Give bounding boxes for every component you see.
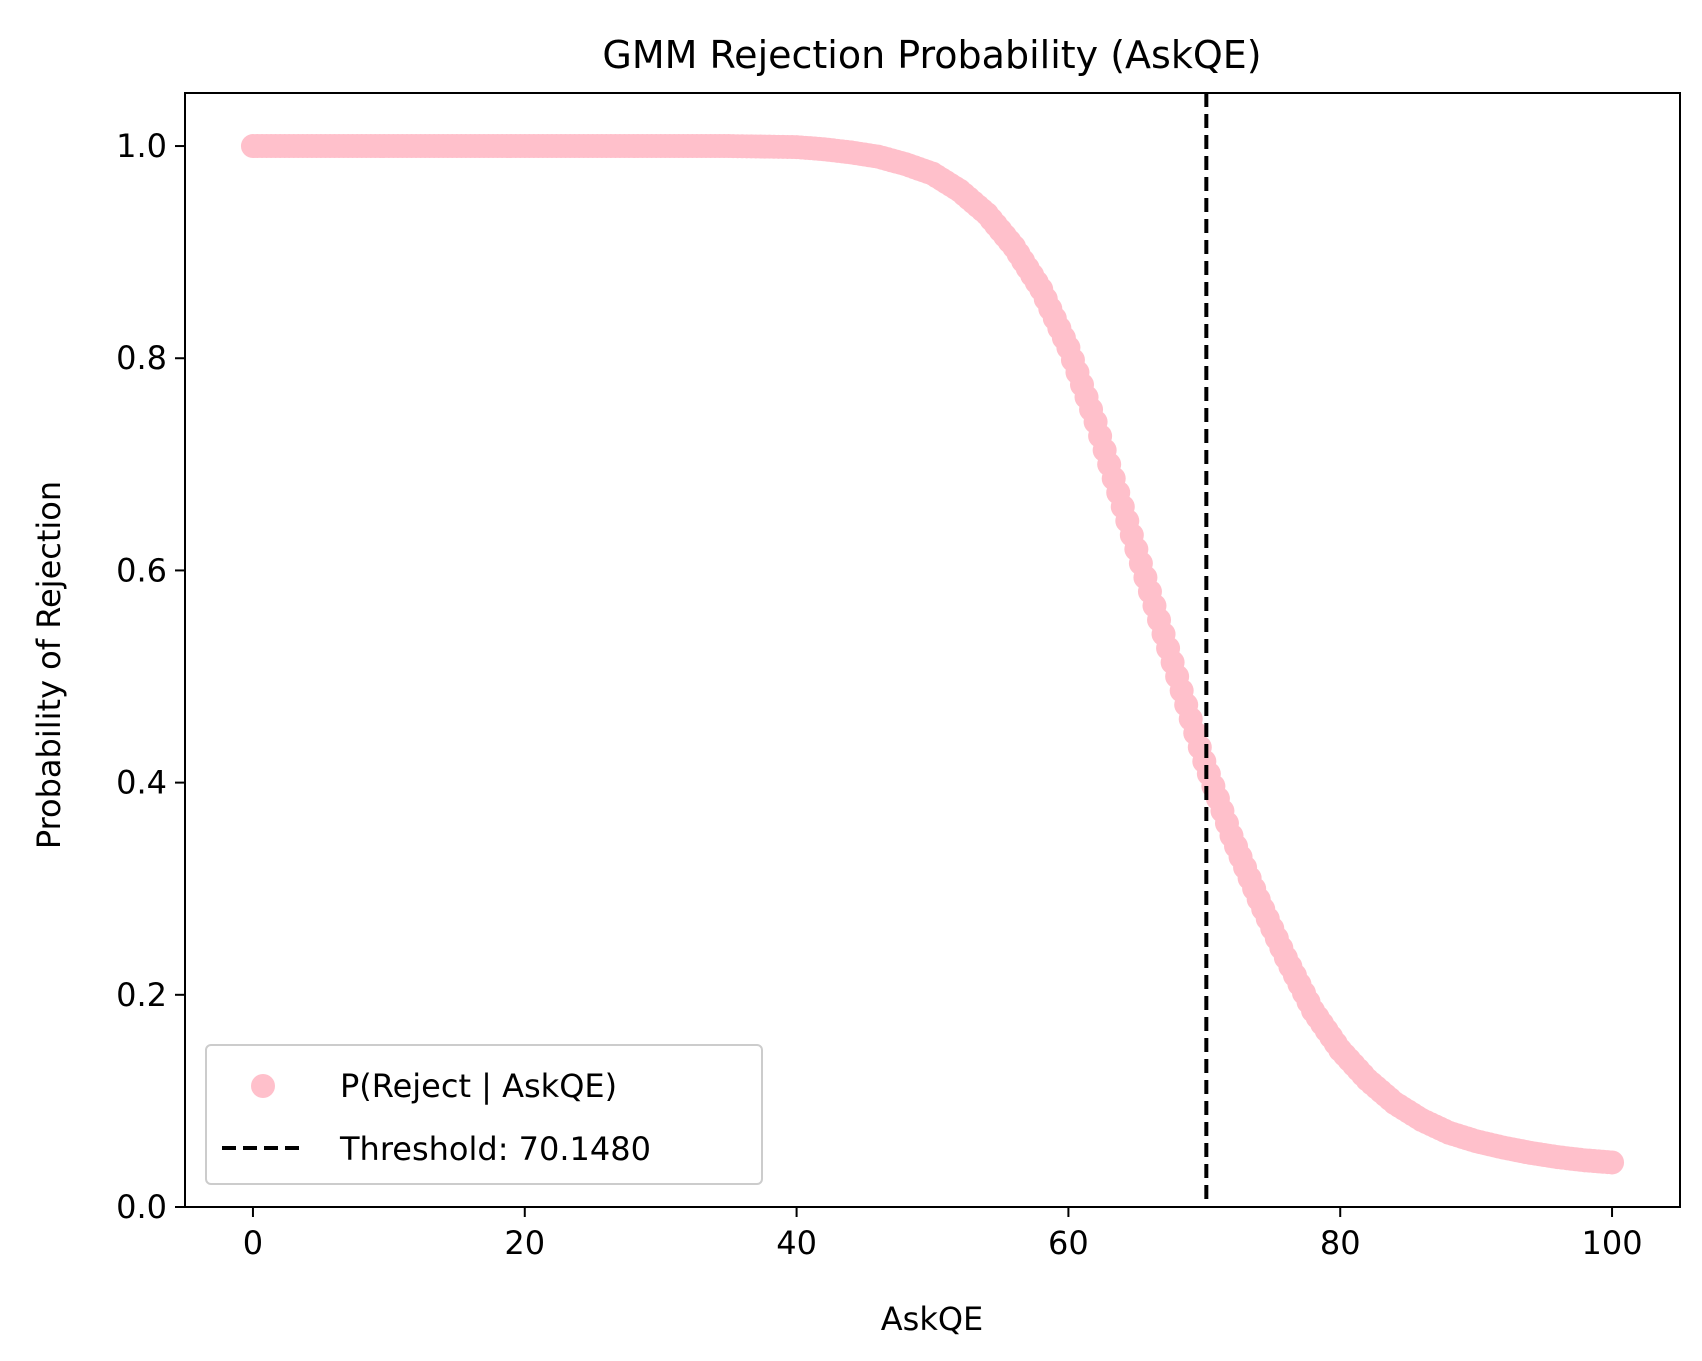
y-axis-title: Probability of Rejection bbox=[30, 481, 68, 849]
axes: 0 20 40 60 80 100 0.0 0.2 0.4 0.6 0.8 1.0 bbox=[116, 92, 1681, 1262]
x-tick-label: 100 bbox=[1582, 1224, 1643, 1262]
legend-label-scatter: P(Reject | AskQE) bbox=[340, 1067, 617, 1105]
y-tick-label: 0.0 bbox=[116, 1188, 167, 1226]
plot-area bbox=[240, 93, 1625, 1207]
scatter-point bbox=[1600, 1150, 1625, 1175]
y-tick-label: 0.8 bbox=[116, 339, 167, 377]
legend-box bbox=[205, 1044, 763, 1185]
x-axis-title: AskQE bbox=[881, 1300, 984, 1338]
legend-label-threshold: Threshold: 70.1480 bbox=[339, 1130, 651, 1168]
chart-title: GMM Rejection Probability (AskQE) bbox=[602, 33, 1261, 77]
axes-frame bbox=[184, 92, 1681, 1208]
x-tick-label: 40 bbox=[776, 1224, 817, 1262]
x-tick-label: 80 bbox=[1320, 1224, 1361, 1262]
x-tick-label: 60 bbox=[1048, 1224, 1089, 1262]
legend: P(Reject | AskQE) Threshold: 70.1480 bbox=[205, 1044, 763, 1185]
y-tick-label: 1.0 bbox=[116, 127, 167, 165]
x-tick-label: 0 bbox=[243, 1224, 263, 1262]
legend-marker-scatter bbox=[251, 1074, 275, 1098]
y-tick-label: 0.6 bbox=[116, 551, 167, 589]
y-tick-label: 0.2 bbox=[116, 976, 167, 1014]
y-tick-label: 0.4 bbox=[116, 764, 167, 802]
x-tick-label: 20 bbox=[504, 1224, 545, 1262]
